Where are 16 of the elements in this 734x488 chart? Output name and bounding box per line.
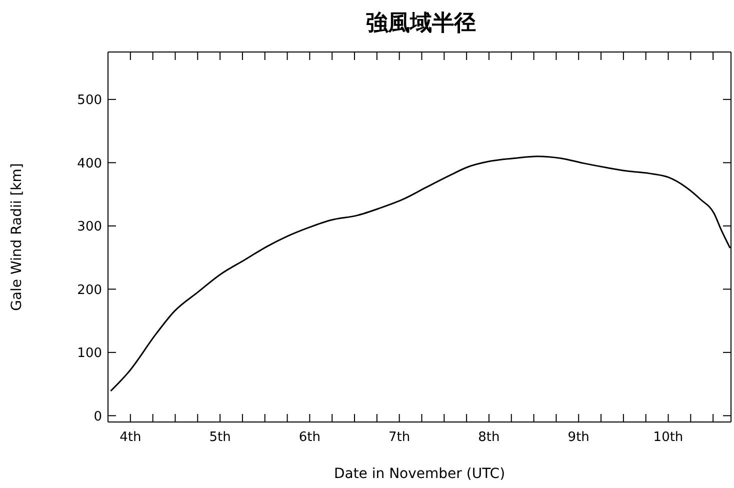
y-tick-label: 100 xyxy=(77,346,102,362)
y-tick-label: 500 xyxy=(77,93,102,108)
x-tick-label: 9th xyxy=(568,430,590,446)
x-tick-label: 8th xyxy=(478,430,500,446)
y-axis-title: Gale Wind Radii [km] xyxy=(8,163,25,311)
x-tick-label: 4th xyxy=(120,430,142,446)
x-tick-label: 6th xyxy=(298,430,320,446)
x-tick-label: 5th xyxy=(209,430,231,446)
y-tick-label: 400 xyxy=(77,156,102,172)
chart-title: 強風域半径 xyxy=(365,10,477,38)
x-tick-label: 10th xyxy=(653,430,684,446)
x-tick-label: 7th xyxy=(388,430,410,446)
y-tick-label: 0 xyxy=(94,409,102,424)
y-tick-label: 300 xyxy=(77,220,102,235)
x-axis-title: Date in November (UTC) xyxy=(334,466,506,482)
y-tick-label: 200 xyxy=(77,282,102,298)
